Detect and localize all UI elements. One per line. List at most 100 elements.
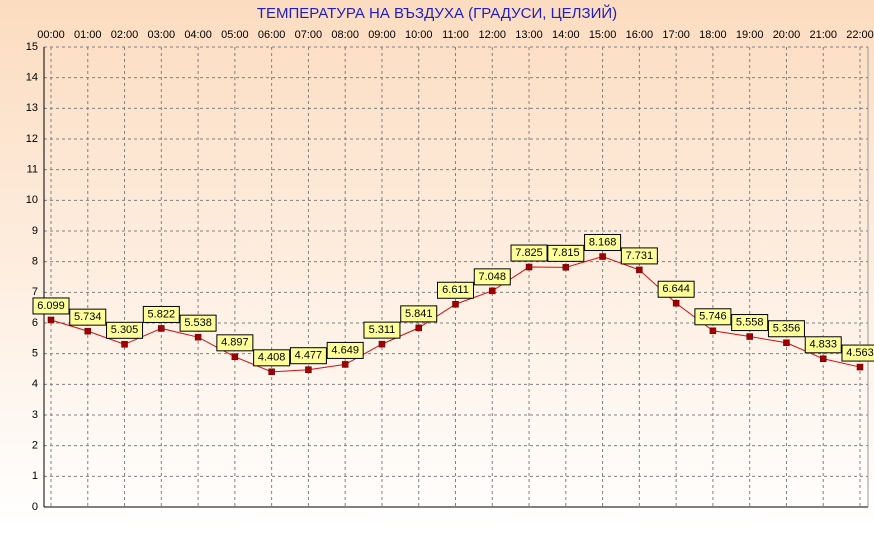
x-tick-label: 12:00 (479, 29, 507, 41)
x-tick-label: 15:00 (589, 29, 617, 41)
y-tick-label: 2 (32, 440, 38, 452)
data-label-box (547, 244, 585, 262)
point-marker (819, 355, 827, 363)
y-tick-label: 8 (32, 256, 38, 268)
point-marker (783, 339, 790, 346)
data-label: 5.746 (699, 311, 727, 323)
y-tick-label: 5 (32, 348, 38, 360)
point-marker (231, 353, 239, 361)
data-label: 5.822 (148, 308, 176, 320)
x-tick-label: 10:00 (405, 29, 433, 41)
data-label-box (363, 321, 401, 339)
x-tick-label: 16:00 (626, 29, 654, 41)
data-label-box (473, 268, 511, 286)
data-label: 5.311 (369, 324, 396, 336)
x-tick-label: 03:00 (148, 29, 176, 41)
data-label-box (289, 347, 327, 365)
point-marker (746, 333, 753, 340)
x-tick-label: 18:00 (699, 29, 727, 41)
data-label: 6.644 (662, 283, 690, 295)
y-tick-label: 15 (26, 41, 38, 53)
point-marker (268, 368, 275, 376)
point-marker (415, 324, 422, 332)
data-label: 5.558 (736, 316, 764, 328)
x-tick-label: 09:00 (368, 29, 396, 41)
x-tick-label: 04:00 (184, 29, 212, 41)
data-label: 4.649 (331, 344, 359, 356)
y-tick-label: 0 (32, 501, 38, 513)
data-label-box (179, 314, 217, 332)
data-label-box (620, 247, 658, 265)
x-tick-label: 07:00 (295, 29, 323, 41)
data-label: 5.734 (74, 311, 102, 323)
data-label-box (326, 341, 364, 359)
data-label: 5.841 (405, 308, 433, 320)
data-label: 7.048 (479, 271, 507, 283)
x-tick-label: 11:00 (442, 29, 469, 41)
x-tick-label: 20:00 (773, 29, 801, 41)
point-marker (672, 300, 680, 307)
data-label-box (694, 308, 732, 326)
x-tick-label: 13:00 (515, 29, 543, 41)
data-label-box (510, 244, 548, 262)
point-marker (84, 327, 92, 335)
point-marker (378, 340, 386, 348)
point-marker (121, 341, 128, 348)
data-label: 7.825 (515, 247, 543, 259)
data-label: 8.168 (589, 236, 617, 248)
x-tick-label: 02:00 (111, 29, 139, 41)
data-label-box (804, 336, 842, 354)
y-tick-label: 9 (32, 225, 38, 237)
data-label-box (106, 321, 144, 339)
data-label: 6.099 (37, 300, 65, 312)
point-marker (525, 263, 533, 271)
point-marker (562, 264, 570, 271)
data-label-box (437, 281, 474, 299)
point-marker (194, 333, 202, 341)
data-label-box (767, 320, 805, 338)
x-tick-label: 17:00 (662, 29, 690, 41)
data-label-box (841, 344, 874, 362)
data-label-box (216, 334, 254, 352)
x-tick-label: 19:00 (736, 29, 764, 41)
y-tick-label: 13 (26, 102, 38, 114)
data-label: 7.731 (626, 250, 654, 262)
data-label-box (253, 349, 291, 367)
data-label: 7.815 (552, 247, 580, 259)
data-label: 4.408 (258, 352, 286, 364)
point-marker (47, 316, 55, 324)
point-marker (341, 361, 349, 368)
data-label: 5.356 (773, 323, 801, 335)
data-label-box (731, 314, 769, 332)
point-marker (636, 266, 643, 274)
x-tick-label: 21:00 (809, 29, 837, 41)
data-label: 4.477 (295, 350, 323, 362)
x-tick-label: 01:00 (74, 29, 102, 41)
data-label-box (657, 280, 695, 298)
y-tick-label: 12 (26, 133, 38, 145)
point-marker (856, 363, 864, 371)
data-label: 5.538 (184, 317, 212, 329)
y-tick-label: 1 (32, 470, 38, 482)
y-tick-label: 7 (32, 286, 38, 298)
data-label-box (584, 234, 622, 252)
y-tick-label: 3 (32, 409, 38, 421)
x-tick-label: 00:00 (37, 29, 65, 41)
data-label: 5.305 (111, 324, 139, 336)
data-label: 4.833 (809, 339, 837, 351)
data-label-box (400, 305, 438, 323)
x-tick-label: 05:00 (221, 29, 249, 41)
x-tick-label: 14:00 (552, 29, 580, 41)
data-label: 6.611 (442, 284, 469, 296)
x-tick-label: 22:00 (846, 29, 874, 41)
y-tick-label: 11 (27, 164, 38, 176)
point-marker (452, 301, 459, 308)
y-tick-label: 6 (32, 317, 38, 329)
y-tick-label: 4 (32, 378, 38, 390)
y-tick-label: 14 (26, 72, 38, 84)
x-tick-label: 06:00 (258, 29, 286, 41)
chart-title: ТЕМПЕРАТУРА НА ВЪЗДУХА (ГРАДУСИ, ЦЕЛЗИЙ) (257, 4, 617, 22)
point-marker (158, 325, 165, 332)
x-tick-label: 08:00 (331, 29, 359, 41)
